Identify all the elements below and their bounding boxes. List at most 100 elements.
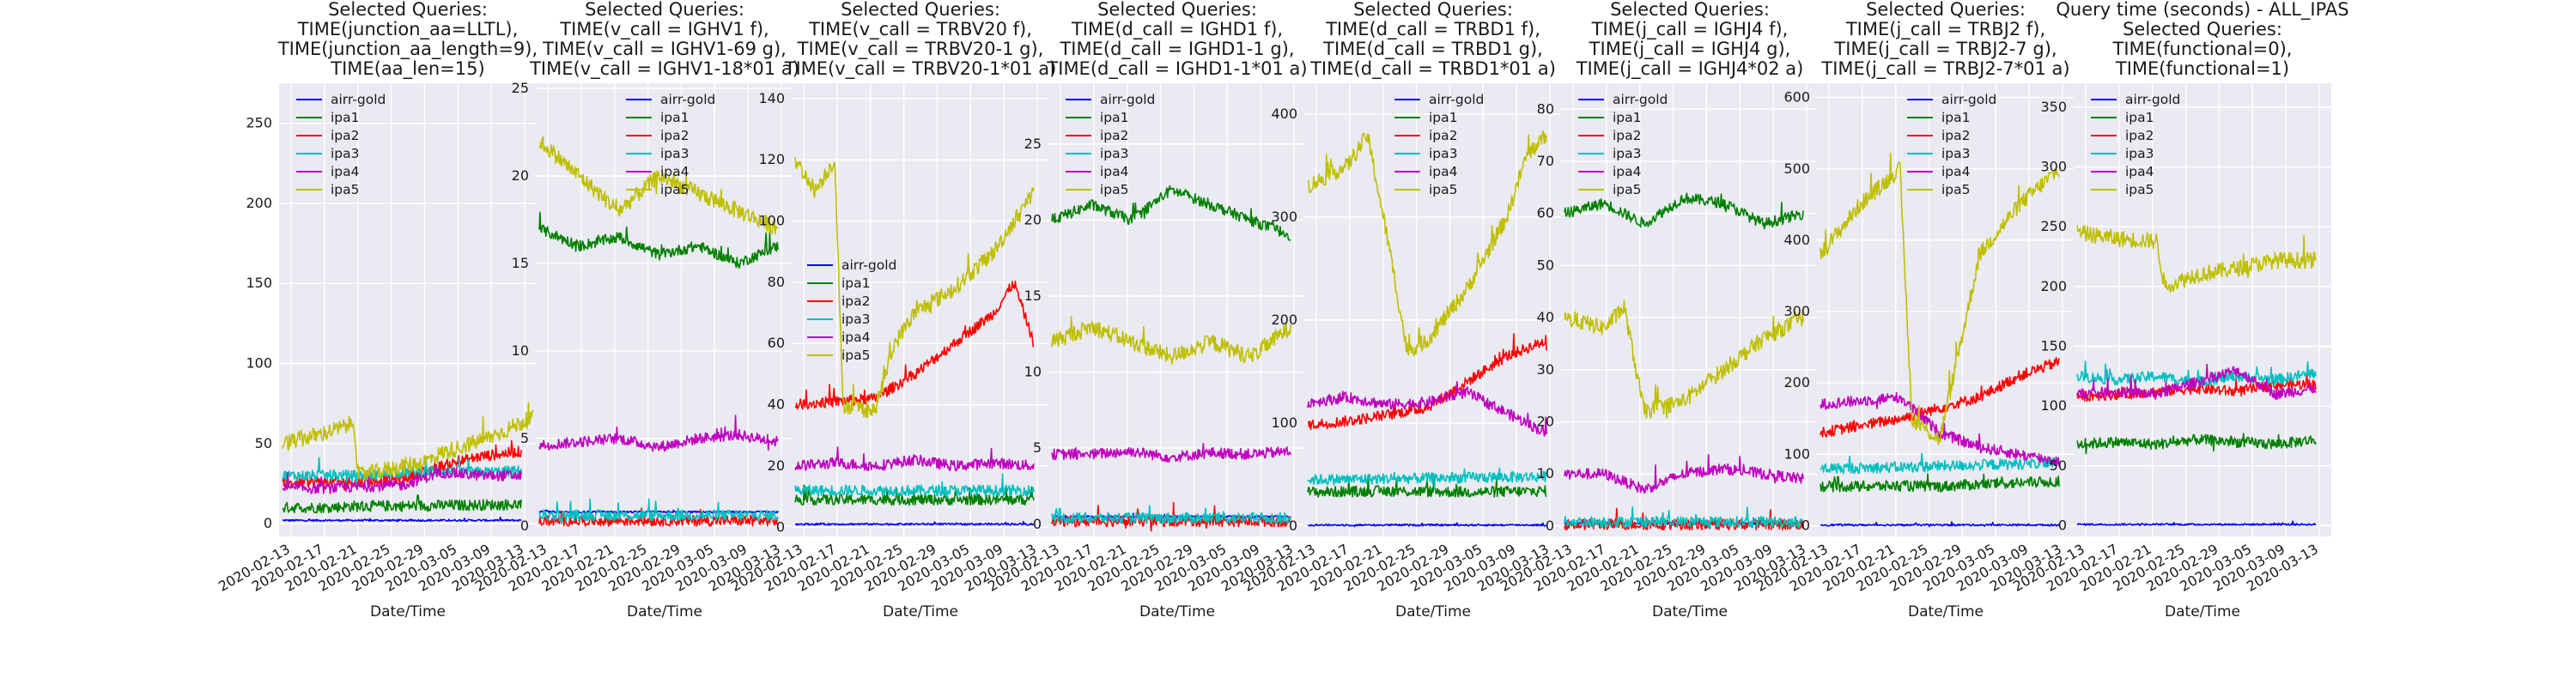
series-line-airr-gold [282,516,522,523]
legend: airr-gold ipa1 ipa2 ipa3 ipa4 ipa5 [1907,92,1996,197]
chart-title-line: TIME(v_call = TRBV20 f), [808,19,1032,40]
legend-label-ipa5: ipa5 [841,348,871,363]
legend-label-ipa4: ipa4 [841,330,871,345]
y-tick-label: 5 [1033,439,1042,456]
chart-title-line: Selected Queries: [1097,0,1257,20]
legend-label-ipa4: ipa4 [660,164,690,179]
chart-title-line: TIME(d_call = IGHD1-1 g), [1059,39,1294,60]
chart-title-line: TIME(v_call = IGHV1-69 g), [542,39,787,60]
chart-title-line: Selected Queries: [2123,19,2282,39]
series-line-ipa1 [538,211,779,269]
y-tick-label: 60 [768,335,785,351]
legend-label-airr-gold: airr-gold [331,92,386,107]
y-tick-label: 80 [768,274,785,290]
y-tick-label: 200 [1783,374,1810,390]
x-axis-label: Date/Time [2165,603,2240,620]
legend: airr-gold ipa1 ipa2 ipa3 ipa4 ipa5 [2091,92,2180,197]
chart-title-line: TIME(functional=1) [2115,58,2289,79]
series-line-ipa5 [1564,300,1804,419]
series-line-ipa1 [282,494,522,514]
y-tick-label: 50 [1537,257,1554,273]
legend-label-airr-gold: airr-gold [660,92,715,107]
legend-label-ipa5: ipa5 [2125,182,2154,197]
x-axis-label: Date/Time [1652,603,1728,620]
chart-title-line: TIME(d_call = IGHD1 f), [1071,19,1283,40]
legend-label-ipa4: ipa4 [2125,164,2154,179]
series-line-ipa1 [1564,192,1804,230]
plot-area [2074,83,2331,536]
chart-title-line: TIME(v_call = TRBV20-1 g), [797,39,1044,60]
series-line-ipa5 [282,402,534,481]
chart-title-line: TIME(junction_aa_length=9), [277,39,538,60]
plot-area [1304,83,1562,536]
y-tick-label: 40 [768,396,785,413]
chart-title-line: TIME(junction_aa=LLTL), [297,19,519,40]
legend-label-ipa1: ipa1 [1613,110,1642,125]
y-tick-label: 100 [246,355,272,372]
y-tick-label: 350 [2040,99,2067,115]
series-line-airr-gold [538,509,779,514]
y-tick-label: 120 [758,151,785,167]
y-tick-label: 100 [1783,445,1810,462]
series-line-ipa4 [2076,363,2317,401]
y-tick-label: 300 [1783,303,1810,319]
x-axis-label: Date/Time [627,603,702,620]
series-line-ipa4 [282,464,522,494]
y-tick-label: 50 [255,435,272,451]
legend-label-ipa1: ipa1 [1100,110,1129,125]
plot-area [1561,83,1819,536]
series-line-ipa3 [1051,505,1291,524]
chart-title-line: TIME(j_call = TRBJ2 f), [1845,19,2045,40]
y-tick-label: 0 [1033,516,1042,532]
legend: airr-gold ipa1 ipa2 ipa3 ipa4 ipa5 [1394,92,1484,197]
legend-label-ipa4: ipa4 [331,164,360,179]
y-tick-label: 200 [246,195,272,211]
legend-label-ipa2: ipa2 [1429,128,1458,143]
chart-title-line: TIME(j_call = IGHJ4*02 a) [1576,58,1804,80]
series-line-ipa4 [794,446,1035,472]
x-axis-label: Date/Time [1395,603,1471,620]
legend-label-ipa3: ipa3 [331,146,360,161]
chart-title-line: Selected Queries: [328,0,488,20]
y-tick-label: 140 [758,90,785,106]
series-line-ipa2 [1820,356,2060,438]
legend-label-ipa5: ipa5 [660,182,690,197]
chart-title-line: TIME(j_call = TRBJ2-7 g), [1833,39,2057,60]
series-line-ipa3 [1820,452,2060,475]
series-line-ipa4 [1307,380,1547,437]
legend: airr-gold ipa1 ipa2 ipa3 ipa4 ipa5 [626,92,715,197]
chart-title-line: TIME(d_call = TRBD1*01 a) [1309,58,1556,80]
series-line-ipa1 [1820,473,2060,493]
series-line-ipa2 [794,280,1035,410]
series-line-ipa1 [1051,185,1291,241]
legend-label-ipa5: ipa5 [1613,182,1642,197]
chart-panel-6: 010203040506070802020-02-132020-02-17202… [1498,0,1837,620]
y-tick-label: 80 [1537,100,1554,117]
legend-label-airr-gold: airr-gold [2125,92,2180,107]
legend-label-ipa3: ipa3 [1613,146,1642,161]
y-tick-label: 200 [2040,278,2067,294]
y-tick-label: 0 [1289,518,1297,534]
legend-label-ipa1: ipa1 [660,110,690,125]
series-line-ipa5 [794,156,1035,418]
y-tick-label: 10 [1537,465,1554,481]
legend-label-ipa1: ipa1 [2125,110,2154,125]
y-tick-label: 10 [1024,364,1042,380]
y-tick-label: 10 [512,342,529,359]
chart-title-line: TIME(v_call = IGHV1-18*01 a) [529,58,799,80]
legend-label-ipa3: ipa3 [1429,146,1458,161]
y-tick-label: 60 [1537,205,1554,221]
y-tick-label: 25 [512,80,529,96]
y-tick-label: 100 [758,213,785,229]
series-line-ipa5 [1307,130,1547,357]
series-line-ipa1 [794,484,1035,506]
y-tick-label: 20 [1024,211,1042,227]
chart-panel-7: 01002003004005006002020-02-132020-02-172… [1753,0,2093,620]
legend-label-ipa2: ipa2 [1613,128,1642,143]
chart-title-line: Selected Queries: [841,0,1000,20]
y-tick-label: 15 [1024,288,1042,304]
chart-title-line: TIME(functional=0), [2112,39,2293,59]
chart-title-line: TIME(d_call = TRBD1 f), [1325,19,1540,40]
legend-label-ipa5: ipa5 [1100,182,1129,197]
